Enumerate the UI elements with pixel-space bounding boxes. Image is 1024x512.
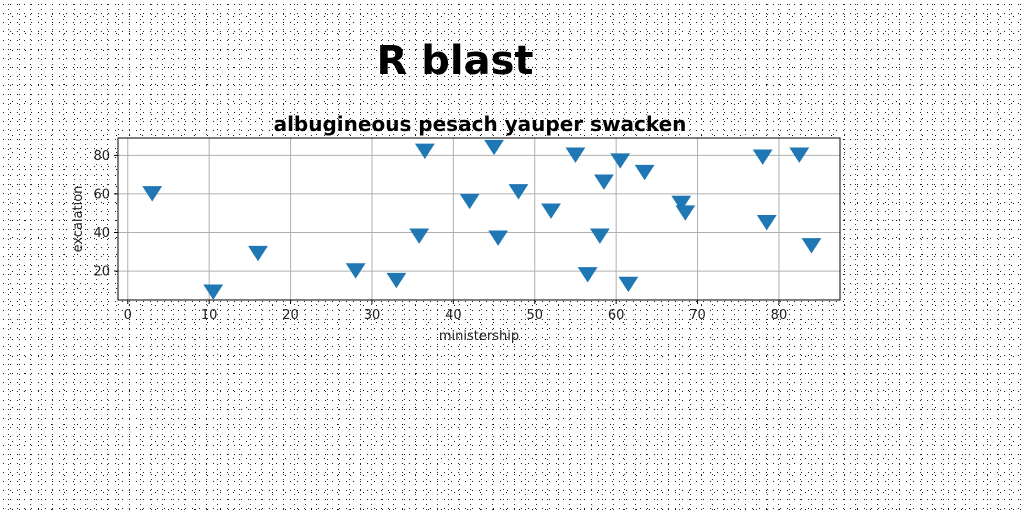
scatter-point <box>756 215 777 231</box>
scatter-point <box>801 238 822 254</box>
scatter-point <box>577 267 598 283</box>
y-tick-label: 80 <box>93 149 110 164</box>
axes-frame <box>117 137 841 301</box>
scatter-point <box>594 174 614 190</box>
scatter-point <box>541 203 561 219</box>
scatter-point <box>618 276 639 293</box>
y-tick-label: 40 <box>93 226 110 241</box>
data-points <box>142 139 822 300</box>
y-tick-label: 20 <box>93 265 110 280</box>
y-axis-label: excalation <box>71 186 86 253</box>
x-tick-label: 0 <box>124 308 132 323</box>
x-tick-label: 60 <box>608 308 625 323</box>
scatter-point <box>589 228 610 244</box>
scatter-point <box>459 193 480 210</box>
scatter-point <box>484 139 504 156</box>
scatter-point <box>414 143 435 160</box>
x-tick-label: 30 <box>364 308 381 323</box>
y-tick-label: 60 <box>93 187 110 202</box>
scatter-point <box>634 164 655 181</box>
y-axis-ticks: 20 40 60 80 <box>93 149 118 280</box>
grid-lines <box>118 138 840 300</box>
scatter-point <box>752 149 773 165</box>
scatter-point <box>610 153 631 169</box>
x-tick-label: 70 <box>689 308 706 323</box>
chart-title: albugineous pesach yauper swacken <box>274 112 687 136</box>
scatter-point <box>142 186 163 202</box>
scatter-point <box>345 263 366 279</box>
x-tick-label: 10 <box>201 308 218 323</box>
scatter-point <box>386 272 407 289</box>
x-tick-label: 20 <box>282 308 299 323</box>
x-tick-label: 80 <box>771 308 788 323</box>
scatter-point <box>671 195 692 212</box>
scatter-point <box>789 147 810 163</box>
scatter-point <box>565 147 586 163</box>
scatter-point <box>508 184 529 200</box>
figure-title: R blast <box>376 38 534 84</box>
x-axis-label: ministership <box>439 329 519 344</box>
x-tick-label: 40 <box>445 308 462 323</box>
scatter-point <box>248 245 268 262</box>
scatter-point <box>203 284 224 300</box>
scatter-point <box>488 230 509 246</box>
x-tick-label: 50 <box>526 308 543 323</box>
x-axis-ticks: 0 10 20 30 40 50 60 70 80 <box>124 300 788 323</box>
plot-background <box>118 138 840 300</box>
scatter-point <box>675 205 696 221</box>
scatter-point <box>409 228 430 244</box>
